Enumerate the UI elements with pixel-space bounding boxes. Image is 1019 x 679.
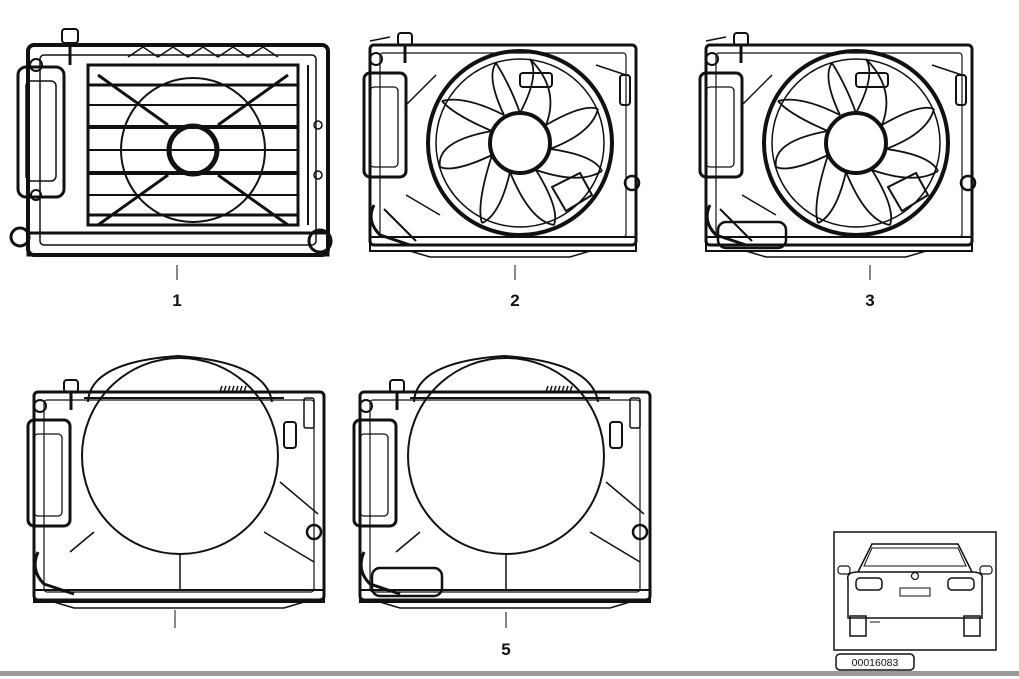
fan-shroud-variant-5 [352,354,652,610]
callout-2: 2 [510,291,519,310]
fan-shroud-variant-2 [362,31,641,259]
bottom-divider [0,671,1019,676]
vehicle-rear-thumbnail [833,531,997,651]
reservoir-tank [370,566,444,598]
reservoir-tank [716,220,788,250]
callout-5: 5 [501,640,510,659]
callout-1: 1 [172,291,181,310]
fan-shroud-variant-3 [698,31,977,259]
callout-3: 3 [865,291,874,310]
reference-number: 00016083 [852,657,899,669]
reference-badge [835,653,915,671]
fan-shroud-variant-1 [11,29,331,255]
fan-shroud-variant-4 [26,354,326,610]
